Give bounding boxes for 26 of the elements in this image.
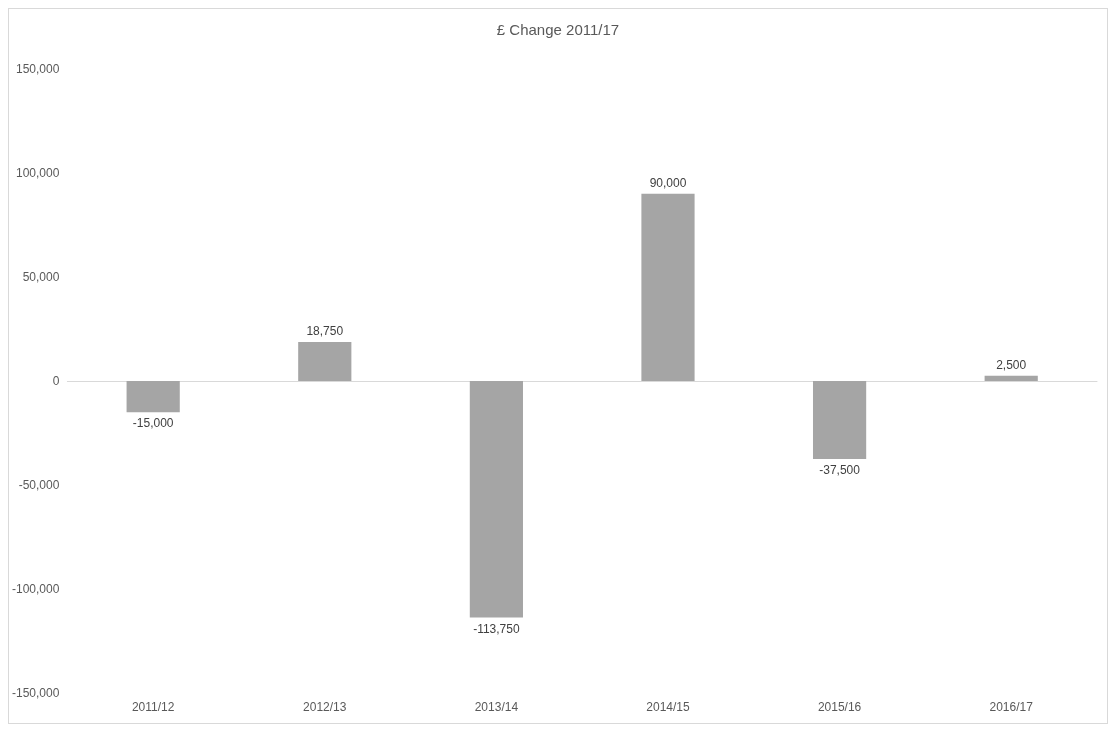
y-tick-label: -150,000 (12, 686, 60, 700)
y-tick-label: 50,000 (22, 270, 60, 284)
y-tick-label: 100,000 (15, 166, 60, 180)
x-tick-label: 2012/13 (303, 700, 347, 714)
x-tick-label: 2011/12 (131, 700, 175, 714)
x-tick-label: 2015/16 (817, 700, 862, 714)
data-label: -15,000 (132, 416, 174, 431)
x-tick-label: 2014/15 (646, 700, 690, 714)
bar (298, 342, 352, 381)
data-label: 2,500 (996, 357, 1027, 372)
x-tick-label: 2016/17 (989, 700, 1034, 714)
data-label: -37,500 (819, 463, 861, 477)
y-tick-label: -50,000 (18, 478, 60, 492)
y-tick-label: 150,000 (15, 62, 60, 76)
bar (984, 375, 1038, 381)
data-label: 18,750 (306, 324, 344, 338)
y-tick-label: 0 (52, 374, 60, 388)
y-tick-label: -100,000 (12, 582, 60, 596)
data-label: 90,000 (649, 175, 687, 190)
bar (641, 193, 695, 381)
bar (126, 381, 180, 413)
data-label: -113,750 (473, 621, 520, 636)
bar (469, 381, 523, 618)
chart-title: £ Change 2011/17 (496, 21, 620, 38)
x-tick-label: 2013/14 (474, 700, 519, 714)
bar (812, 381, 867, 459)
